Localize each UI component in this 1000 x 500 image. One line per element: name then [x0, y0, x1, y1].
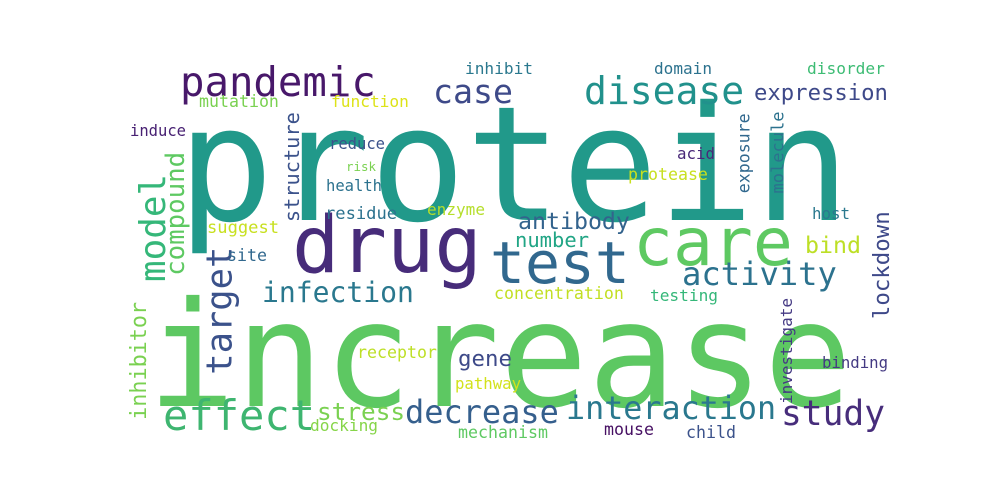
word-lockdown: lockdown — [868, 211, 895, 320]
word-disease: disease — [584, 69, 745, 113]
word-health: health — [326, 177, 382, 195]
word-activity: activity — [682, 255, 837, 293]
word-case: case — [433, 71, 513, 111]
word-residue: residue — [325, 203, 398, 224]
word-mechanism: mechanism — [458, 422, 548, 442]
word-inhibitor: inhibitor — [127, 301, 153, 420]
word-investigate: investigate — [776, 298, 796, 404]
word-exposure: exposure — [734, 112, 754, 193]
word-bind: bind — [805, 231, 861, 259]
word-interaction: interaction — [566, 391, 777, 427]
word-compound: compound — [161, 151, 192, 276]
word-effect: effect — [163, 391, 316, 440]
word-expression: expression — [754, 80, 888, 106]
word-pathway: pathway — [455, 374, 522, 393]
word-domain: domain — [654, 59, 713, 78]
word-stress: stress — [317, 397, 406, 426]
word-enzyme: enzyme — [427, 200, 486, 219]
word-binding: binding — [822, 353, 889, 372]
word-risk: risk — [346, 159, 376, 174]
word-induce: induce — [130, 122, 186, 140]
word-disorder: disorder — [807, 59, 885, 78]
word-protease: protease — [628, 164, 708, 184]
word-increase: increase — [147, 270, 852, 441]
word-gene: gene — [458, 346, 512, 372]
word-infection: infection — [262, 276, 414, 309]
word-inhibit: inhibit — [465, 59, 534, 78]
word-test: test — [490, 229, 630, 297]
word-child: child — [686, 422, 736, 442]
word-concentration: concentration — [494, 283, 624, 303]
word-target: target — [199, 246, 241, 375]
word-structure: structure — [279, 112, 304, 223]
word-number: number — [515, 227, 590, 252]
word-mutation: mutation — [199, 91, 279, 111]
word-mouse: mouse — [604, 419, 654, 439]
word-decrease: decrease — [405, 393, 559, 431]
word-function: function — [331, 92, 409, 111]
word-molecule: molecule — [768, 111, 789, 193]
word-receptor: receptor — [357, 342, 437, 362]
word-antibody: antibody — [518, 207, 630, 235]
word-reduce: reduce — [329, 135, 385, 153]
word-study: study — [781, 393, 885, 434]
word-acid: acid — [677, 144, 715, 163]
word-site: site — [227, 245, 267, 265]
word-pandemic: pandemic — [180, 57, 376, 106]
word-suggest: suggest — [207, 217, 280, 238]
word-host: host — [812, 204, 850, 223]
word-protein: protein — [177, 72, 851, 258]
word-testing: testing — [650, 286, 719, 305]
word-care: care — [633, 203, 793, 281]
word-drug: drug — [292, 198, 482, 291]
word-docking: docking — [310, 416, 379, 435]
